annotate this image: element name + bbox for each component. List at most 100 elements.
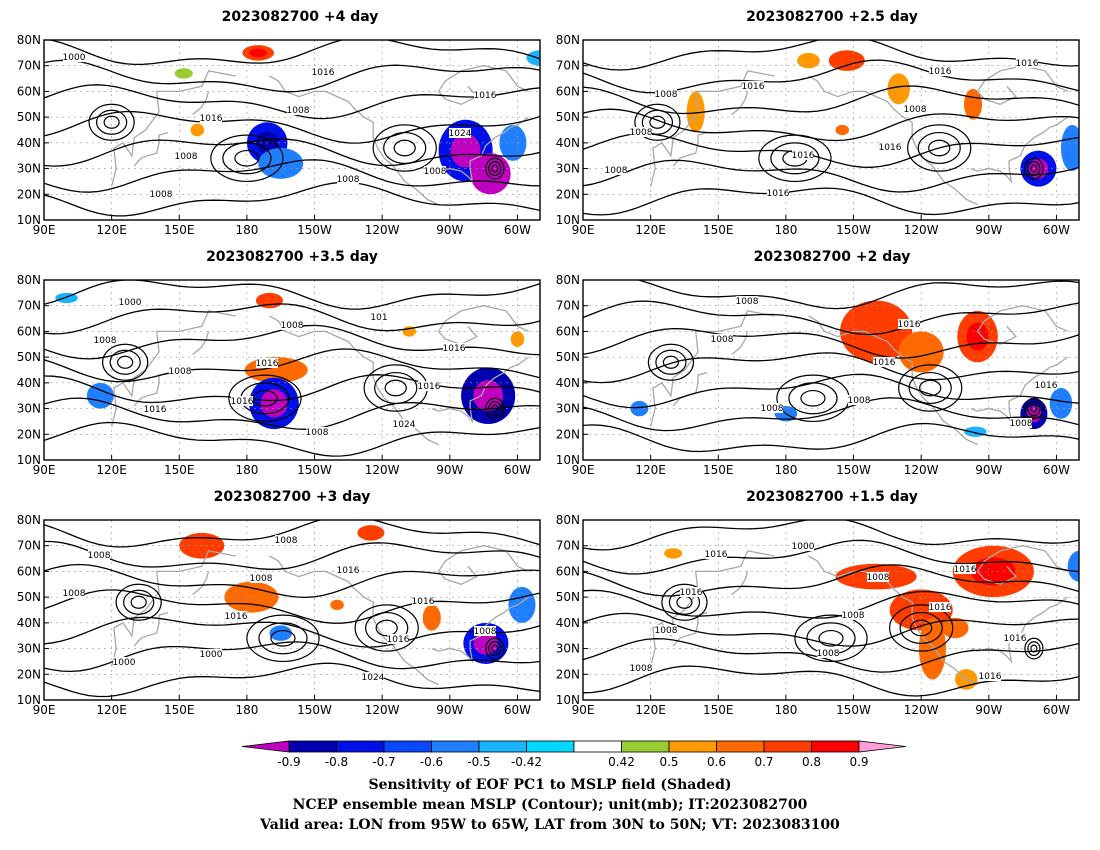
y-tick-label: 50N: [17, 350, 41, 364]
caption-valid-area: Valid area: LON from 95W to 65W, LAT fro…: [260, 817, 840, 833]
mslp-contour: [583, 539, 1079, 575]
mslp-contour: [44, 540, 540, 570]
contour-label-bg: [362, 672, 384, 682]
mslp-contour: [88, 103, 135, 141]
contour-label-bg: [337, 565, 359, 575]
x-tick-label: 150W: [297, 463, 332, 477]
mslp-contour: [44, 59, 540, 93]
x-tick-label: 150W: [836, 463, 871, 477]
y-tick-label: 40N: [17, 376, 41, 390]
y-tick-label: 10N: [17, 693, 41, 707]
x-tick-label: 60W: [1043, 223, 1070, 237]
contour-label-bg: [842, 610, 864, 620]
mslp-contour: [96, 109, 128, 135]
contour-label-bg: [848, 395, 870, 405]
mslp-contour: [384, 379, 407, 397]
x-tick-label: 60W: [1043, 463, 1070, 477]
mslp-contour: [374, 371, 418, 405]
contour-label: 1016: [873, 358, 896, 368]
contour-label-bg: [742, 81, 764, 91]
contour-label: 1016: [705, 550, 728, 560]
mslp-contour: [649, 115, 666, 129]
contour-label-bg: [767, 188, 789, 198]
x-tick-label: 120W: [365, 703, 400, 717]
contour-label: 1000: [113, 658, 136, 668]
x-tick-label: 60W: [1043, 703, 1070, 717]
coastline: [431, 356, 530, 424]
y-tick-label: 80N: [17, 513, 41, 527]
y-tick-label: 20N: [17, 427, 41, 441]
mslp-contour: [583, 589, 1079, 619]
panel-title: 2023082700 +1.5 day: [746, 489, 918, 505]
contour-label-bg: [337, 174, 359, 184]
y-tick-label: 10N: [556, 213, 580, 227]
x-tick-label: 90E: [33, 703, 56, 717]
contour-label-bg: [63, 588, 85, 598]
contour-label-bg: [200, 649, 222, 659]
contour-label-bg: [736, 296, 758, 306]
coastline: [731, 331, 749, 356]
caption-contour: NCEP ensemble mean MSLP (Contour); unit(…: [292, 797, 808, 813]
coastline: [133, 611, 169, 647]
contour-label: 1024: [393, 420, 416, 430]
contour-label: 1000: [792, 542, 815, 552]
mslp-contour: [485, 157, 505, 180]
y-tick-label: 20N: [556, 427, 580, 441]
contour-label: 1016: [312, 68, 335, 78]
x-tick-label: 120E: [96, 463, 127, 477]
colorbar-swatch: [526, 740, 575, 753]
mslp-contour: [583, 352, 1079, 384]
map-frame: [582, 519, 1080, 701]
y-tick-label: 10N: [17, 213, 41, 227]
mslp-contour: [1030, 644, 1038, 653]
mslp-contour: [491, 164, 499, 173]
mslp-contour: [907, 124, 972, 172]
mslp-contour: [1024, 397, 1044, 420]
x-tick-label: 90W: [436, 463, 463, 477]
contour-label-bg: [443, 343, 465, 353]
mslp-contour: [1027, 641, 1041, 657]
mslp-contour: [115, 583, 162, 621]
mslp-contour: [44, 374, 540, 404]
contour-label-bg: [705, 549, 727, 559]
contour-label-bg: [200, 113, 222, 123]
y-tick-label: 80N: [556, 273, 580, 287]
shaded-area: [422, 604, 441, 631]
contour-label: 1008: [474, 627, 497, 637]
contour-label: 1016: [418, 382, 441, 392]
contour-label-bg: [281, 320, 303, 330]
contour-label-bg: [680, 587, 702, 597]
mslp-contour: [919, 379, 942, 397]
x-tick-label: 60W: [504, 223, 531, 237]
colorbar-tick-label: -0.9: [277, 755, 300, 769]
y-tick-label: 60N: [556, 324, 580, 338]
shaded-area: [1049, 388, 1073, 419]
mslp-contour: [583, 327, 1079, 359]
coastline: [437, 545, 529, 585]
map-panel-2-5-day: 2023082700 +2.5 day 1008 1016 1016 1008 1016…: [556, 9, 1080, 237]
contour-label-bg: [94, 335, 116, 345]
mslp-contour: [103, 115, 120, 129]
map-panel-3-day: 2023082700 +3 day 1008 1016 1000 1008 1016 10…: [17, 489, 541, 717]
x-tick-label: 120E: [96, 703, 127, 717]
contour-label-bg: [144, 404, 166, 414]
contour-label: 1008: [655, 90, 678, 100]
x-tick-label: 90E: [572, 463, 595, 477]
mslp-contour: [583, 612, 1079, 647]
y-tick-label: 80N: [17, 33, 41, 47]
shaded-area: [190, 123, 205, 137]
y-tick-label: 80N: [17, 273, 41, 287]
contour-label: 1008: [630, 128, 653, 138]
contour-label: 1008: [1010, 419, 1033, 429]
colorbar-tick-label: 0.42: [608, 755, 635, 769]
shaded-area: [330, 599, 344, 610]
coastline: [431, 596, 530, 664]
coastline: [672, 131, 708, 167]
y-tick-label: 20N: [556, 187, 580, 201]
contour-label-bg: [979, 671, 1001, 681]
colorbar-tick-label: 0.9: [849, 755, 868, 769]
map-frame: [582, 279, 1080, 461]
contour-label-bg: [231, 396, 253, 406]
mslp-contour: [889, 604, 954, 652]
contour-label: 1008: [287, 106, 310, 116]
